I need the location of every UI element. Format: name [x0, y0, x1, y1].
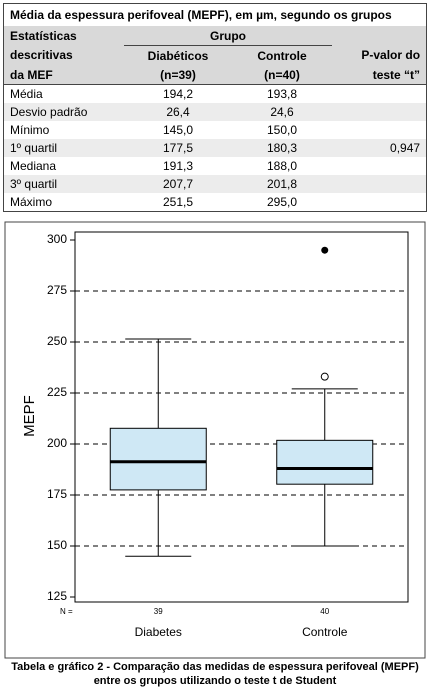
chart-frame — [4, 221, 426, 659]
table-cell: 145,0 — [162, 123, 194, 137]
table-cell — [332, 175, 426, 193]
stats-table: Média da espessura perifoveal (MEPF), em… — [3, 3, 427, 212]
table: Média da espessura perifoveal (MEPF), em… — [4, 4, 427, 211]
y-tick-label: 125 — [47, 589, 67, 603]
y-tick-label: 150 — [47, 538, 67, 552]
plot-area — [74, 231, 409, 603]
table-row: Média 194,2 193,8 — [4, 85, 426, 104]
y-tick-label: 200 — [47, 436, 67, 450]
table-cell: 207,7 — [162, 177, 194, 191]
table-cell: 180,3 — [266, 141, 298, 155]
table-cell — [332, 121, 426, 139]
extreme — [321, 246, 329, 254]
header: P-valor do — [332, 45, 427, 65]
table-cell: Mediana — [10, 159, 57, 173]
header: descritivas — [4, 45, 124, 65]
table-cell: 177,5 — [162, 141, 194, 155]
y-tick-label: 250 — [47, 334, 67, 348]
table-cell: 24,6 — [270, 105, 294, 119]
table-row: 3º quartil 207,7 201,8 — [4, 175, 427, 193]
table-title: Média da espessura perifoveal (MEPF), em… — [10, 8, 392, 22]
table-row: 1º quartil 177,5 180,3 0,947 — [4, 139, 427, 157]
table-cell: 295,0 — [266, 195, 298, 209]
n-value: 40 — [320, 607, 329, 616]
table-row: Desvio padrão 26,4 24,6 — [4, 103, 427, 121]
table-cell: 3º quartil — [10, 177, 58, 191]
table-cell: 150,0 — [266, 123, 298, 137]
y-tick-label: 275 — [47, 283, 67, 297]
header: Grupo — [124, 26, 332, 46]
chart: MEPF N = 125 150 175 200 225 250 275 300 39 Diabe… — [4, 221, 426, 659]
table-cell: 201,8 — [266, 177, 298, 191]
y-axis-label: MEPF — [21, 395, 38, 437]
table-cell: 188,0 — [266, 159, 298, 173]
header: (n=39) — [124, 65, 232, 85]
table-cell: 193,8 — [266, 87, 298, 101]
header: da MEF — [4, 65, 124, 85]
y-tick-label: 300 — [47, 232, 67, 246]
n-label: N = — [60, 607, 73, 616]
header: Diabéticos — [124, 45, 232, 65]
table-cell: 194,2 — [162, 87, 194, 101]
table-cell: 191,3 — [162, 159, 194, 173]
table-cell: Mínimo — [10, 123, 50, 137]
table-row: Mediana 191,3 188,0 — [4, 157, 426, 175]
table-cell: Máximo — [10, 195, 53, 209]
table-row: Mínimo 145,0 150,0 — [4, 121, 426, 139]
n-value: 39 — [154, 607, 163, 616]
box — [276, 439, 374, 485]
header: Controle — [232, 45, 332, 65]
table-cell — [332, 193, 426, 211]
table-cell: Desvio padrão — [10, 105, 88, 119]
table-cell: Média — [10, 87, 43, 101]
table-cell — [332, 157, 426, 175]
x-tick-label: Controle — [302, 625, 348, 639]
y-tick-label: 175 — [47, 487, 67, 501]
x-tick-label: Diabetes — [135, 625, 182, 639]
header: Estatísticas — [4, 26, 124, 46]
box — [109, 427, 207, 491]
table-cell: 251,5 — [162, 195, 194, 209]
table-cell: 26,4 — [166, 105, 190, 119]
header: teste “t” — [332, 65, 427, 85]
table-row: Máximo 251,5 295,0 — [4, 193, 426, 211]
outlier — [320, 372, 329, 381]
table-cell — [332, 85, 426, 104]
y-tick-label: 225 — [47, 385, 67, 399]
table-cell: 1º quartil — [10, 141, 58, 155]
caption: Tabela e gráfico 2 - Comparação das medi… — [11, 661, 419, 687]
header: (n=40) — [232, 65, 332, 85]
table-cell — [332, 103, 426, 121]
table-cell: 0,947 — [390, 141, 421, 155]
